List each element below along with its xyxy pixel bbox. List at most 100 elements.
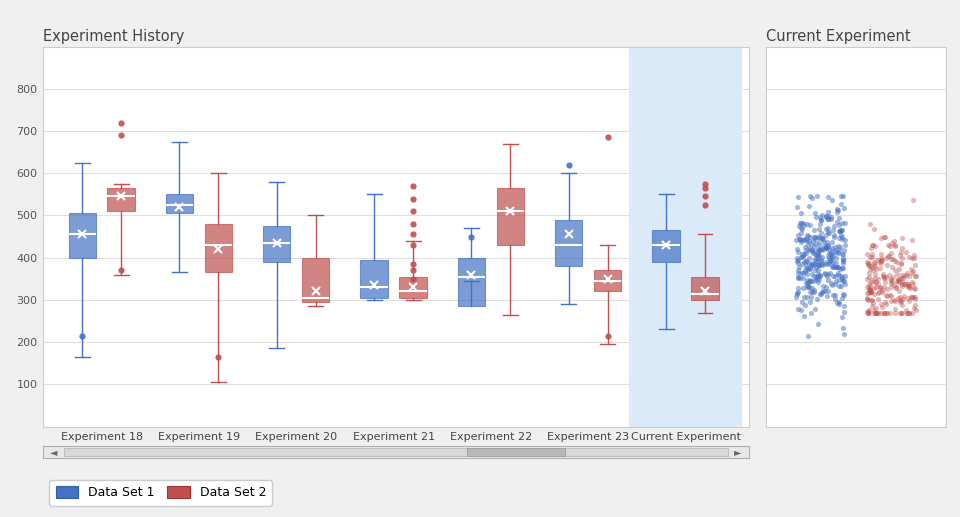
Point (863, 253, 878, 261)
Point (819, 244, 834, 252)
Point (814, 261, 829, 269)
Point (806, 226, 822, 234)
Point (902, 284, 918, 293)
Point (888, 257, 903, 265)
Point (859, 250, 875, 258)
Point (833, 226, 849, 234)
Point (834, 219, 850, 227)
Point (799, 279, 814, 287)
Point (818, 243, 833, 251)
Point (830, 242, 846, 250)
Text: ►: ► (734, 447, 742, 457)
Point (826, 251, 841, 260)
Point (814, 211, 829, 219)
Point (896, 295, 911, 303)
Point (908, 284, 924, 293)
Point (819, 272, 834, 280)
Point (803, 293, 818, 301)
Point (823, 215, 838, 223)
Point (799, 281, 814, 289)
Point (819, 244, 834, 252)
Point (789, 202, 804, 210)
Point (813, 257, 828, 265)
Point (826, 272, 841, 280)
Point (886, 281, 901, 290)
Point (810, 320, 826, 328)
Point (867, 308, 882, 316)
Point (895, 254, 910, 262)
Point (800, 283, 815, 292)
Text: Experiment History: Experiment History (43, 29, 184, 44)
Point (822, 249, 837, 257)
Point (835, 256, 851, 264)
Point (894, 234, 909, 242)
Point (874, 254, 889, 263)
Point (884, 278, 900, 286)
Point (901, 297, 917, 306)
Point (898, 270, 913, 279)
Point (813, 229, 828, 237)
Point (807, 305, 823, 313)
Point (905, 293, 921, 301)
Point (900, 282, 915, 291)
Point (836, 277, 852, 285)
Point (810, 254, 826, 262)
Point (805, 277, 821, 285)
Point (789, 289, 804, 297)
Point (793, 236, 808, 245)
Point (798, 262, 813, 270)
Point (894, 308, 909, 316)
Point (877, 233, 893, 241)
Point (887, 242, 902, 250)
Point (806, 286, 822, 294)
Point (831, 214, 847, 222)
Point (828, 259, 844, 267)
Point (826, 262, 841, 270)
Point (790, 283, 805, 292)
Legend: Data Set 1, Data Set 2: Data Set 1, Data Set 2 (50, 480, 273, 506)
Point (825, 196, 840, 205)
Point (820, 215, 835, 223)
Point (810, 278, 826, 286)
Point (881, 271, 897, 279)
Point (821, 224, 836, 233)
Point (884, 276, 900, 284)
Point (866, 240, 881, 249)
Point (789, 245, 804, 253)
Point (818, 212, 833, 221)
Point (790, 305, 805, 313)
Point (859, 295, 875, 303)
Point (816, 245, 831, 253)
Point (903, 293, 919, 301)
Point (810, 261, 826, 269)
Point (906, 251, 922, 260)
Point (793, 229, 808, 237)
Point (883, 275, 899, 283)
Point (864, 296, 879, 305)
Point (907, 300, 923, 309)
Point (831, 297, 847, 306)
Point (790, 248, 805, 256)
Point (894, 244, 909, 252)
Point (837, 291, 852, 299)
Point (813, 216, 828, 224)
Point (878, 292, 894, 300)
Point (834, 294, 850, 302)
Point (884, 263, 900, 271)
Point (830, 263, 846, 271)
Point (814, 234, 829, 242)
Point (793, 209, 808, 218)
Point (795, 219, 810, 227)
Point (819, 231, 834, 239)
Point (870, 275, 885, 283)
Point (831, 276, 847, 284)
Point (808, 212, 824, 221)
Point (827, 233, 842, 241)
Point (868, 282, 883, 291)
Point (835, 257, 851, 266)
Point (859, 308, 875, 316)
Point (903, 265, 919, 273)
Point (833, 227, 849, 236)
Point (837, 280, 852, 288)
Point (883, 292, 899, 300)
